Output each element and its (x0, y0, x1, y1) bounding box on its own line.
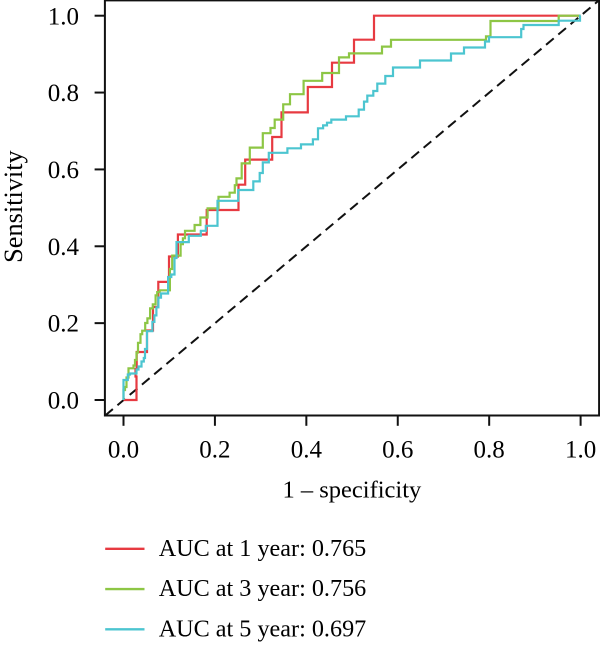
svg-text:AUC at 5 year: 0.697: AUC at 5 year: 0.697 (159, 616, 367, 643)
svg-text:AUC at 3 year: 0.756: AUC at 3 year: 0.756 (159, 575, 367, 602)
svg-text:1 – specificity: 1 – specificity (283, 476, 423, 503)
svg-text:0.6: 0.6 (48, 157, 79, 184)
svg-text:1.0: 1.0 (565, 436, 596, 463)
svg-text:0.0: 0.0 (108, 436, 139, 463)
svg-text:0.0: 0.0 (48, 388, 79, 415)
svg-text:0.8: 0.8 (474, 436, 505, 463)
svg-text:0.8: 0.8 (48, 80, 79, 107)
svg-text:1.0: 1.0 (48, 3, 79, 30)
svg-text:Sensitivity: Sensitivity (0, 149, 28, 262)
svg-text:0.2: 0.2 (48, 311, 79, 338)
svg-text:0.2: 0.2 (199, 436, 230, 463)
svg-text:0.6: 0.6 (382, 436, 413, 463)
svg-text:0.4: 0.4 (48, 234, 80, 261)
svg-text:0.4: 0.4 (291, 436, 323, 463)
svg-text:AUC at 1 year: 0.765: AUC at 1 year: 0.765 (159, 535, 367, 562)
